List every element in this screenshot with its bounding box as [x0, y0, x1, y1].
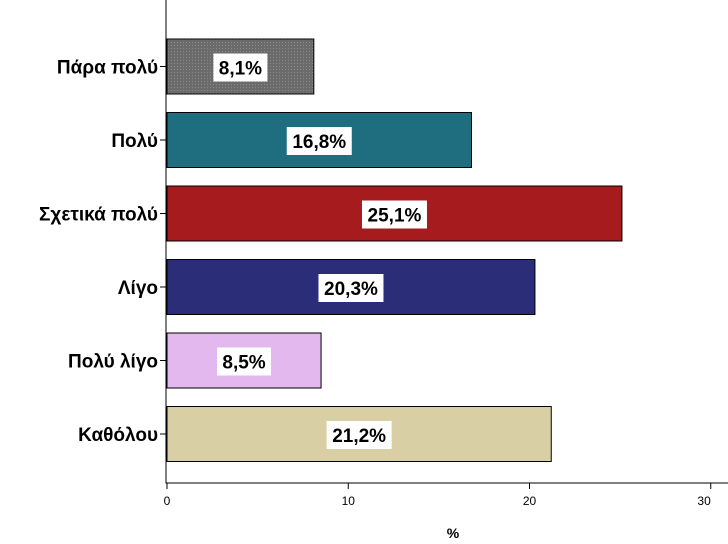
x-tick-label: 30 [697, 494, 711, 508]
data-label-box [286, 127, 352, 155]
x-axis-title: % [447, 525, 460, 541]
data-label: 8,5% [222, 353, 265, 374]
x-tick-label: 10 [342, 494, 356, 508]
category-label: Πολύ [111, 131, 158, 152]
data-label-box [213, 53, 268, 82]
data-label-box [318, 274, 384, 302]
category-label: Πάρα πολύ [57, 58, 158, 79]
x-tick-label: 0 [164, 494, 171, 508]
plot-frame [165, 0, 728, 484]
category-label: Πολύ λίγο [68, 352, 158, 373]
data-label: 8,1% [219, 59, 262, 80]
data-label: 21,2% [332, 426, 386, 447]
data-label-box [217, 347, 272, 376]
data-label-box [361, 200, 427, 229]
category-label: Καθόλου [78, 425, 158, 446]
data-label: 20,3% [324, 279, 378, 300]
category-label: Λίγο [118, 278, 158, 299]
x-tick-label: 20 [523, 494, 537, 508]
data-label-box [326, 421, 392, 449]
category-label: Σχετικά πολύ [39, 205, 158, 226]
data-label: 25,1% [368, 206, 422, 227]
data-label: 16,8% [292, 132, 346, 153]
